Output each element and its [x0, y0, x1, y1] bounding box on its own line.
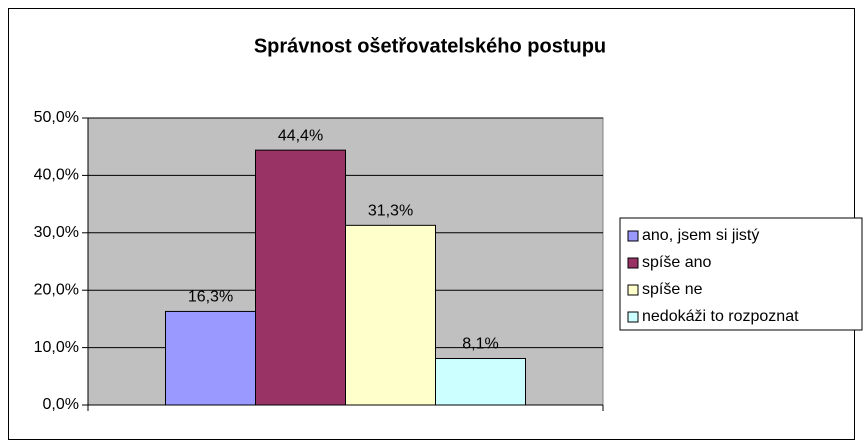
bar — [345, 224, 436, 406]
data-label: 31,3% — [368, 203, 413, 220]
y-tick-label: 0,0% — [43, 396, 79, 413]
data-label: 16,3% — [188, 289, 233, 306]
legend-label: nedokáži to rozpoznat — [642, 308, 799, 325]
bar — [165, 310, 256, 406]
data-label: 44,4% — [278, 127, 323, 144]
legend-swatch — [627, 257, 639, 269]
y-tick-label: 20,0% — [34, 281, 79, 298]
bar — [255, 149, 346, 406]
y-tick-label: 10,0% — [34, 339, 79, 356]
legend-label: spíše ne — [642, 281, 703, 298]
chart-title: Správnost ošetřovatelského postupu — [254, 35, 606, 57]
y-tick-label: 30,0% — [34, 224, 79, 241]
y-tick-label: 40,0% — [34, 167, 79, 184]
data-label: 8,1% — [462, 336, 498, 353]
legend-box — [619, 217, 863, 331]
legend-swatch — [627, 284, 639, 296]
legend-swatch — [627, 311, 639, 323]
legend-label: spíše ano — [642, 254, 711, 271]
legend-label: ano, jsem si jistý — [642, 227, 759, 244]
y-tick-label: 50,0% — [34, 109, 79, 126]
legend-swatch — [627, 230, 639, 242]
bar — [435, 358, 526, 406]
